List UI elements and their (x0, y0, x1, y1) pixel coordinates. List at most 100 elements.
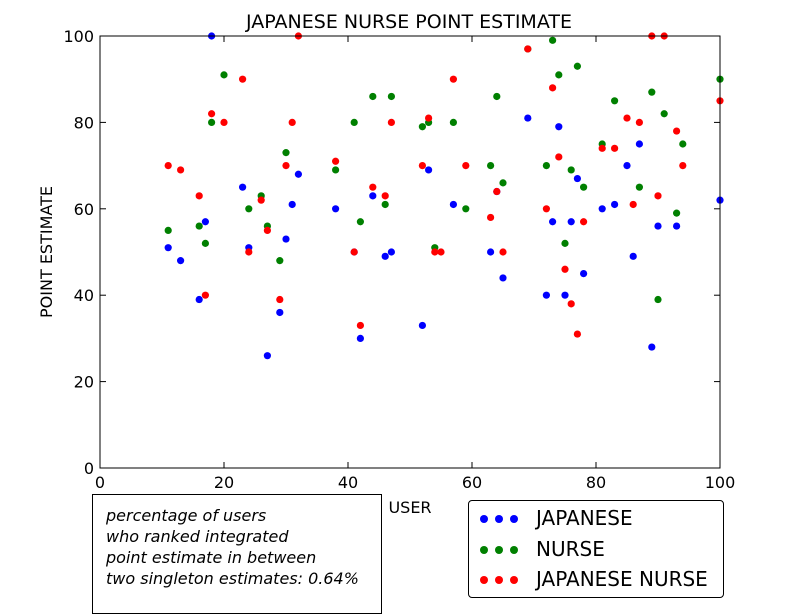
data-point (493, 92, 501, 101)
chart-title: JAPANESE NURSE POINT ESTIMATE (245, 11, 572, 33)
legend-label: NURSE (536, 537, 605, 561)
data-point (648, 88, 656, 96)
data-point (350, 248, 358, 256)
data-point (356, 218, 364, 226)
data-point (679, 162, 687, 170)
data-point (555, 153, 563, 161)
y-tick-label: 100 (63, 27, 94, 46)
data-point (573, 174, 582, 183)
x-axis-label: USER (388, 498, 431, 517)
data-point (567, 218, 575, 226)
data-point (555, 71, 563, 79)
data-point (263, 226, 271, 234)
data-point (487, 213, 495, 222)
plot-area (100, 36, 720, 468)
data-point (524, 114, 532, 122)
data-point (524, 45, 532, 53)
data-point (580, 183, 588, 191)
data-point (629, 252, 637, 260)
data-point (487, 162, 495, 170)
y-tick-label: 0 (84, 459, 94, 478)
data-point (635, 140, 644, 148)
data-point (288, 200, 296, 209)
data-point (201, 239, 209, 247)
data-point (431, 248, 439, 256)
data-point (381, 252, 389, 260)
data-point (580, 218, 588, 226)
annotation-line: who ranked integrated (106, 527, 289, 546)
data-point (276, 257, 284, 265)
data-point (549, 218, 557, 226)
data-point (356, 321, 364, 330)
legend-marker (477, 515, 518, 523)
data-point (208, 110, 216, 118)
data-point (418, 123, 426, 131)
data-point (499, 179, 507, 187)
points-layer (164, 32, 724, 360)
data-point (629, 200, 637, 209)
data-point (208, 118, 216, 126)
data-point (387, 248, 395, 256)
data-point (567, 166, 575, 174)
annotation-line: percentage of users (106, 506, 267, 525)
data-point (487, 248, 495, 256)
data-point (245, 248, 253, 256)
data-point (561, 265, 569, 273)
annotation-box: percentage of users who ranked integrate… (92, 494, 382, 614)
y-tick-label: 20 (74, 373, 94, 392)
data-point (679, 140, 687, 148)
annotation-line: point estimate in between (106, 548, 317, 567)
data-point (239, 75, 247, 83)
data-point (195, 295, 203, 304)
data-point (332, 166, 340, 174)
data-point (555, 123, 563, 131)
data-point (598, 144, 606, 152)
legend-item-japanese-nurse: JAPANESE NURSE (469, 564, 723, 594)
data-point (239, 183, 247, 191)
data-point (499, 248, 507, 256)
data-point (542, 162, 551, 170)
data-point (449, 118, 457, 126)
legend-marker (477, 576, 518, 584)
x-tick-label: 100 (705, 473, 736, 492)
data-point (195, 222, 203, 230)
data-point (220, 71, 228, 79)
data-point (493, 187, 501, 196)
plot-frame (99, 35, 721, 469)
x-tick-label: 80 (586, 473, 606, 492)
data-point (201, 291, 209, 299)
y-tick-label: 60 (74, 200, 94, 219)
data-point (387, 92, 395, 101)
data-point (263, 352, 271, 360)
data-point (635, 183, 644, 191)
data-point (654, 192, 662, 200)
data-point (561, 239, 569, 247)
data-point (381, 192, 389, 200)
data-point (449, 75, 457, 83)
ticks-layer: 0 20 40 60 80 100 0 20 40 60 80 100 (63, 27, 735, 492)
data-point (673, 127, 681, 135)
data-point (201, 218, 209, 226)
data-point (288, 118, 296, 126)
legend-label: JAPANESE (536, 506, 633, 530)
data-point (654, 295, 662, 304)
x-tick-label: 60 (462, 473, 482, 492)
data-point (660, 110, 668, 118)
data-point (580, 270, 588, 278)
data-point (673, 209, 681, 217)
data-point (257, 196, 265, 204)
legend: JAPANESE NURSE JAPANESE NURSE (468, 500, 724, 598)
data-point (369, 192, 377, 200)
data-point (164, 244, 172, 252)
data-point (164, 162, 172, 170)
data-point (437, 248, 445, 256)
data-point (282, 162, 290, 170)
data-point (282, 235, 290, 243)
data-point (549, 84, 557, 92)
data-point (611, 200, 619, 209)
data-point (611, 144, 619, 152)
data-point (654, 222, 662, 230)
data-point (425, 166, 433, 174)
data-point (350, 118, 358, 126)
x-tick-label: 20 (214, 473, 234, 492)
